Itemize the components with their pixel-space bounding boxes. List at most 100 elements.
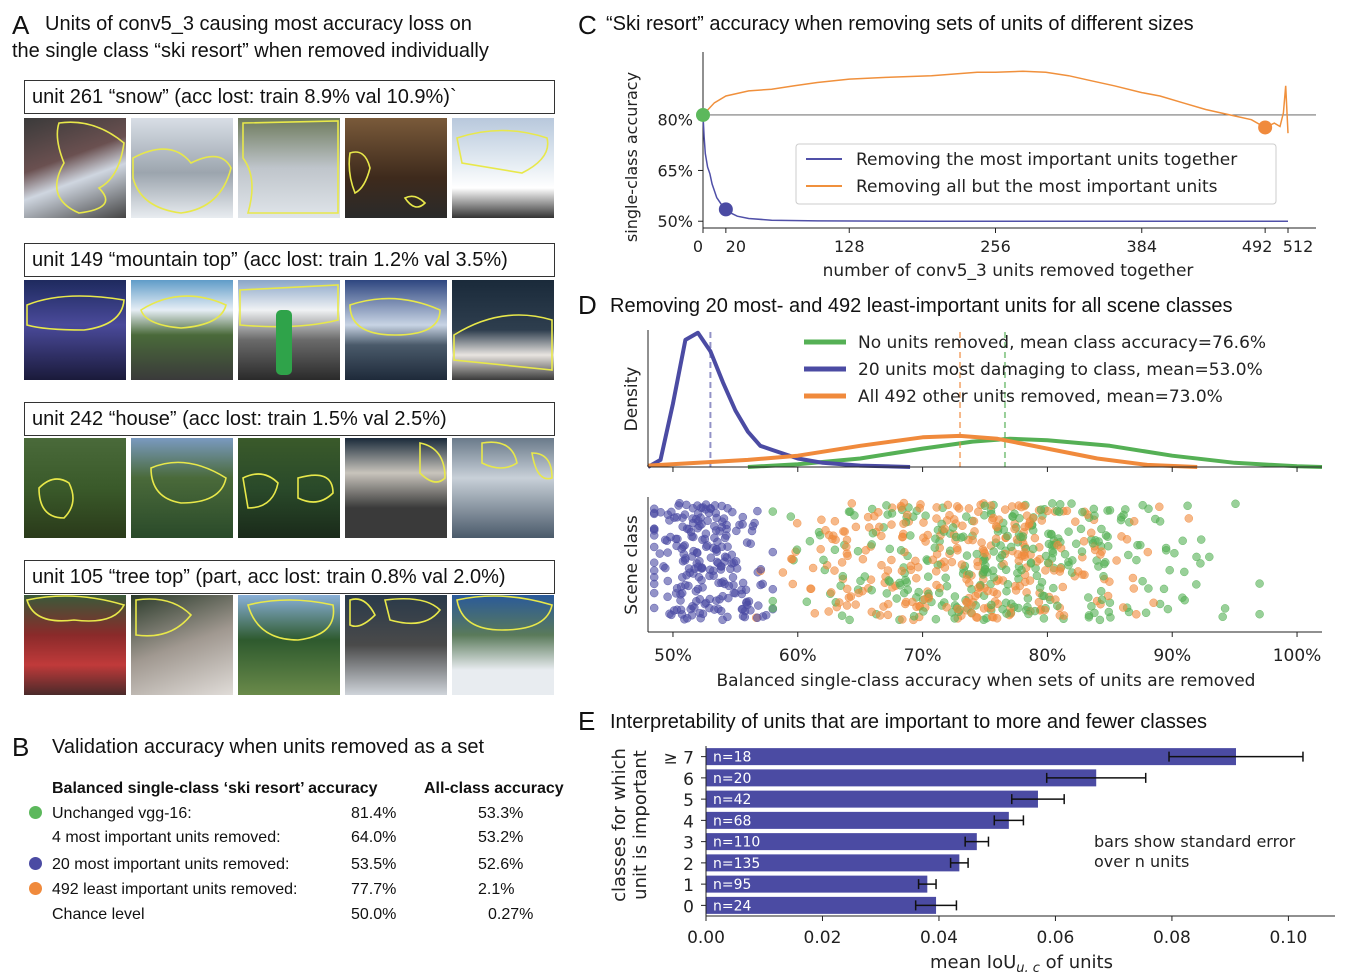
panel-d-label: D: [578, 290, 597, 320]
panel-a-label: A: [12, 10, 30, 40]
scatter-point: [1028, 513, 1038, 523]
x-tick-label: 60%: [779, 646, 817, 666]
scatter-point: [792, 518, 802, 528]
bar: [706, 811, 1009, 829]
scatter-point: [1170, 548, 1179, 558]
chart-c-xlabel: number of conv5_3 units removed together: [823, 261, 1194, 281]
scatter-point: [1104, 607, 1114, 617]
unit-image: [345, 118, 447, 218]
scatter-point: [1071, 539, 1081, 549]
scatter-point: [973, 557, 982, 567]
scatter-point: [971, 591, 980, 601]
table-cell: 52.6%: [478, 856, 524, 873]
scatter-point: [1044, 539, 1054, 549]
scatter-point: [953, 502, 962, 511]
scatter-point: [989, 513, 998, 523]
scatter-point: [753, 613, 762, 623]
panel-a-title-line1: Units of conv5_3 causing most accuracy l…: [45, 13, 472, 35]
scatter-point: [1196, 535, 1206, 544]
scatter-point: [1041, 566, 1050, 575]
scatter-point: [1099, 571, 1108, 581]
unit-image: [24, 438, 126, 538]
scatter-point: [1192, 580, 1201, 589]
scatter-point: [663, 576, 673, 586]
scatter-point: [1023, 594, 1033, 603]
scatter-point: [989, 573, 999, 582]
scatter-point: [672, 584, 682, 593]
scatter-point: [819, 555, 828, 565]
scatter-point: [761, 610, 771, 620]
scatter-point: [1103, 541, 1113, 551]
scatter-point: [649, 542, 659, 552]
scatter-point: [1255, 579, 1264, 588]
scatter-point: [919, 607, 928, 616]
chart-e: n=18 ≥ 7 n=20 6 n=42 5 n=68 4 n=110 3 n=135 2 n=95 1 n…: [609, 746, 1335, 972]
scatter-point: [1003, 531, 1012, 541]
scatter-point: [931, 534, 940, 543]
scatter-point: [1034, 597, 1044, 607]
scatter-point: [838, 571, 848, 581]
scatter-point: [1149, 598, 1158, 608]
scatter-point: [810, 609, 820, 618]
scatter-point: [923, 530, 932, 540]
scatter-point: [660, 535, 670, 545]
scatter-point: [1067, 499, 1076, 508]
scatter-point: [892, 594, 901, 603]
legend-item: 20 units most damaging to class, mean=53…: [858, 360, 1263, 380]
scatter-point: [754, 601, 763, 610]
scatter-point: [738, 512, 748, 522]
scatter-point: [839, 527, 848, 536]
scatter-point: [1001, 565, 1011, 575]
chart-c-ylabel: single-class accuracy: [622, 72, 641, 242]
scatter-point: [695, 556, 704, 566]
y-tick-label: 65%: [657, 161, 693, 180]
scatter-point: [846, 592, 856, 601]
green-dot-icon: [29, 806, 42, 819]
table-row-label: 492 least important units removed:: [52, 881, 298, 898]
chart-c-legend: Removing the most important units togeth…: [795, 143, 1277, 205]
scatter-point: [962, 551, 972, 560]
y-tick-label: 1: [683, 876, 694, 896]
scatter-point: [1124, 550, 1133, 560]
scatter-point: [968, 535, 977, 545]
density-curve-2: [647, 433, 1198, 469]
scatter-point: [909, 612, 919, 621]
scatter-point: [1007, 599, 1016, 609]
scatter-point: [1026, 558, 1036, 567]
scatter-point: [895, 578, 904, 588]
xlabel-suffix: of units: [1040, 952, 1113, 972]
unit-image: [24, 118, 126, 218]
scatter-point: [723, 542, 732, 551]
scatter-point: [998, 604, 1007, 614]
scatter-point: [786, 512, 796, 521]
scatter-point: [942, 603, 951, 612]
density-ylabel: Density: [622, 367, 642, 432]
scatter-point: [842, 584, 852, 594]
scatter-point: [1144, 584, 1153, 593]
scatter-point: [883, 610, 893, 620]
scatter-point: [1141, 608, 1151, 618]
scatter-point: [924, 594, 933, 603]
xlabel-subscript: u, c: [1016, 961, 1040, 972]
scatter-point: [1025, 576, 1035, 585]
scatter-point: [867, 607, 877, 617]
x-tick-label: 492: [1242, 237, 1273, 256]
scatter-point: [1036, 505, 1046, 514]
chart-d-xlabel: Balanced single-class accuracy when sets…: [717, 671, 1256, 691]
scatter-point: [887, 509, 897, 518]
scatter-point: [931, 567, 941, 576]
scatter-point: [842, 535, 852, 545]
scatter-point: [1132, 610, 1141, 619]
scatter-point: [997, 550, 1007, 560]
x-tick-label: 20: [726, 237, 746, 256]
scatter-point: [738, 578, 748, 588]
unit-image-strip: [24, 438, 556, 538]
scatter-point: [947, 557, 957, 567]
scatter-point: [830, 566, 839, 575]
unit-caption: unit 105 “tree top” (part, acc lost: tra…: [24, 560, 555, 594]
scatter-point: [957, 560, 967, 569]
scatter-point: [672, 605, 682, 615]
x-tick-label: 100%: [1273, 646, 1322, 666]
x-tick-label: 0.04: [920, 928, 958, 948]
scatter-point: [717, 578, 726, 588]
